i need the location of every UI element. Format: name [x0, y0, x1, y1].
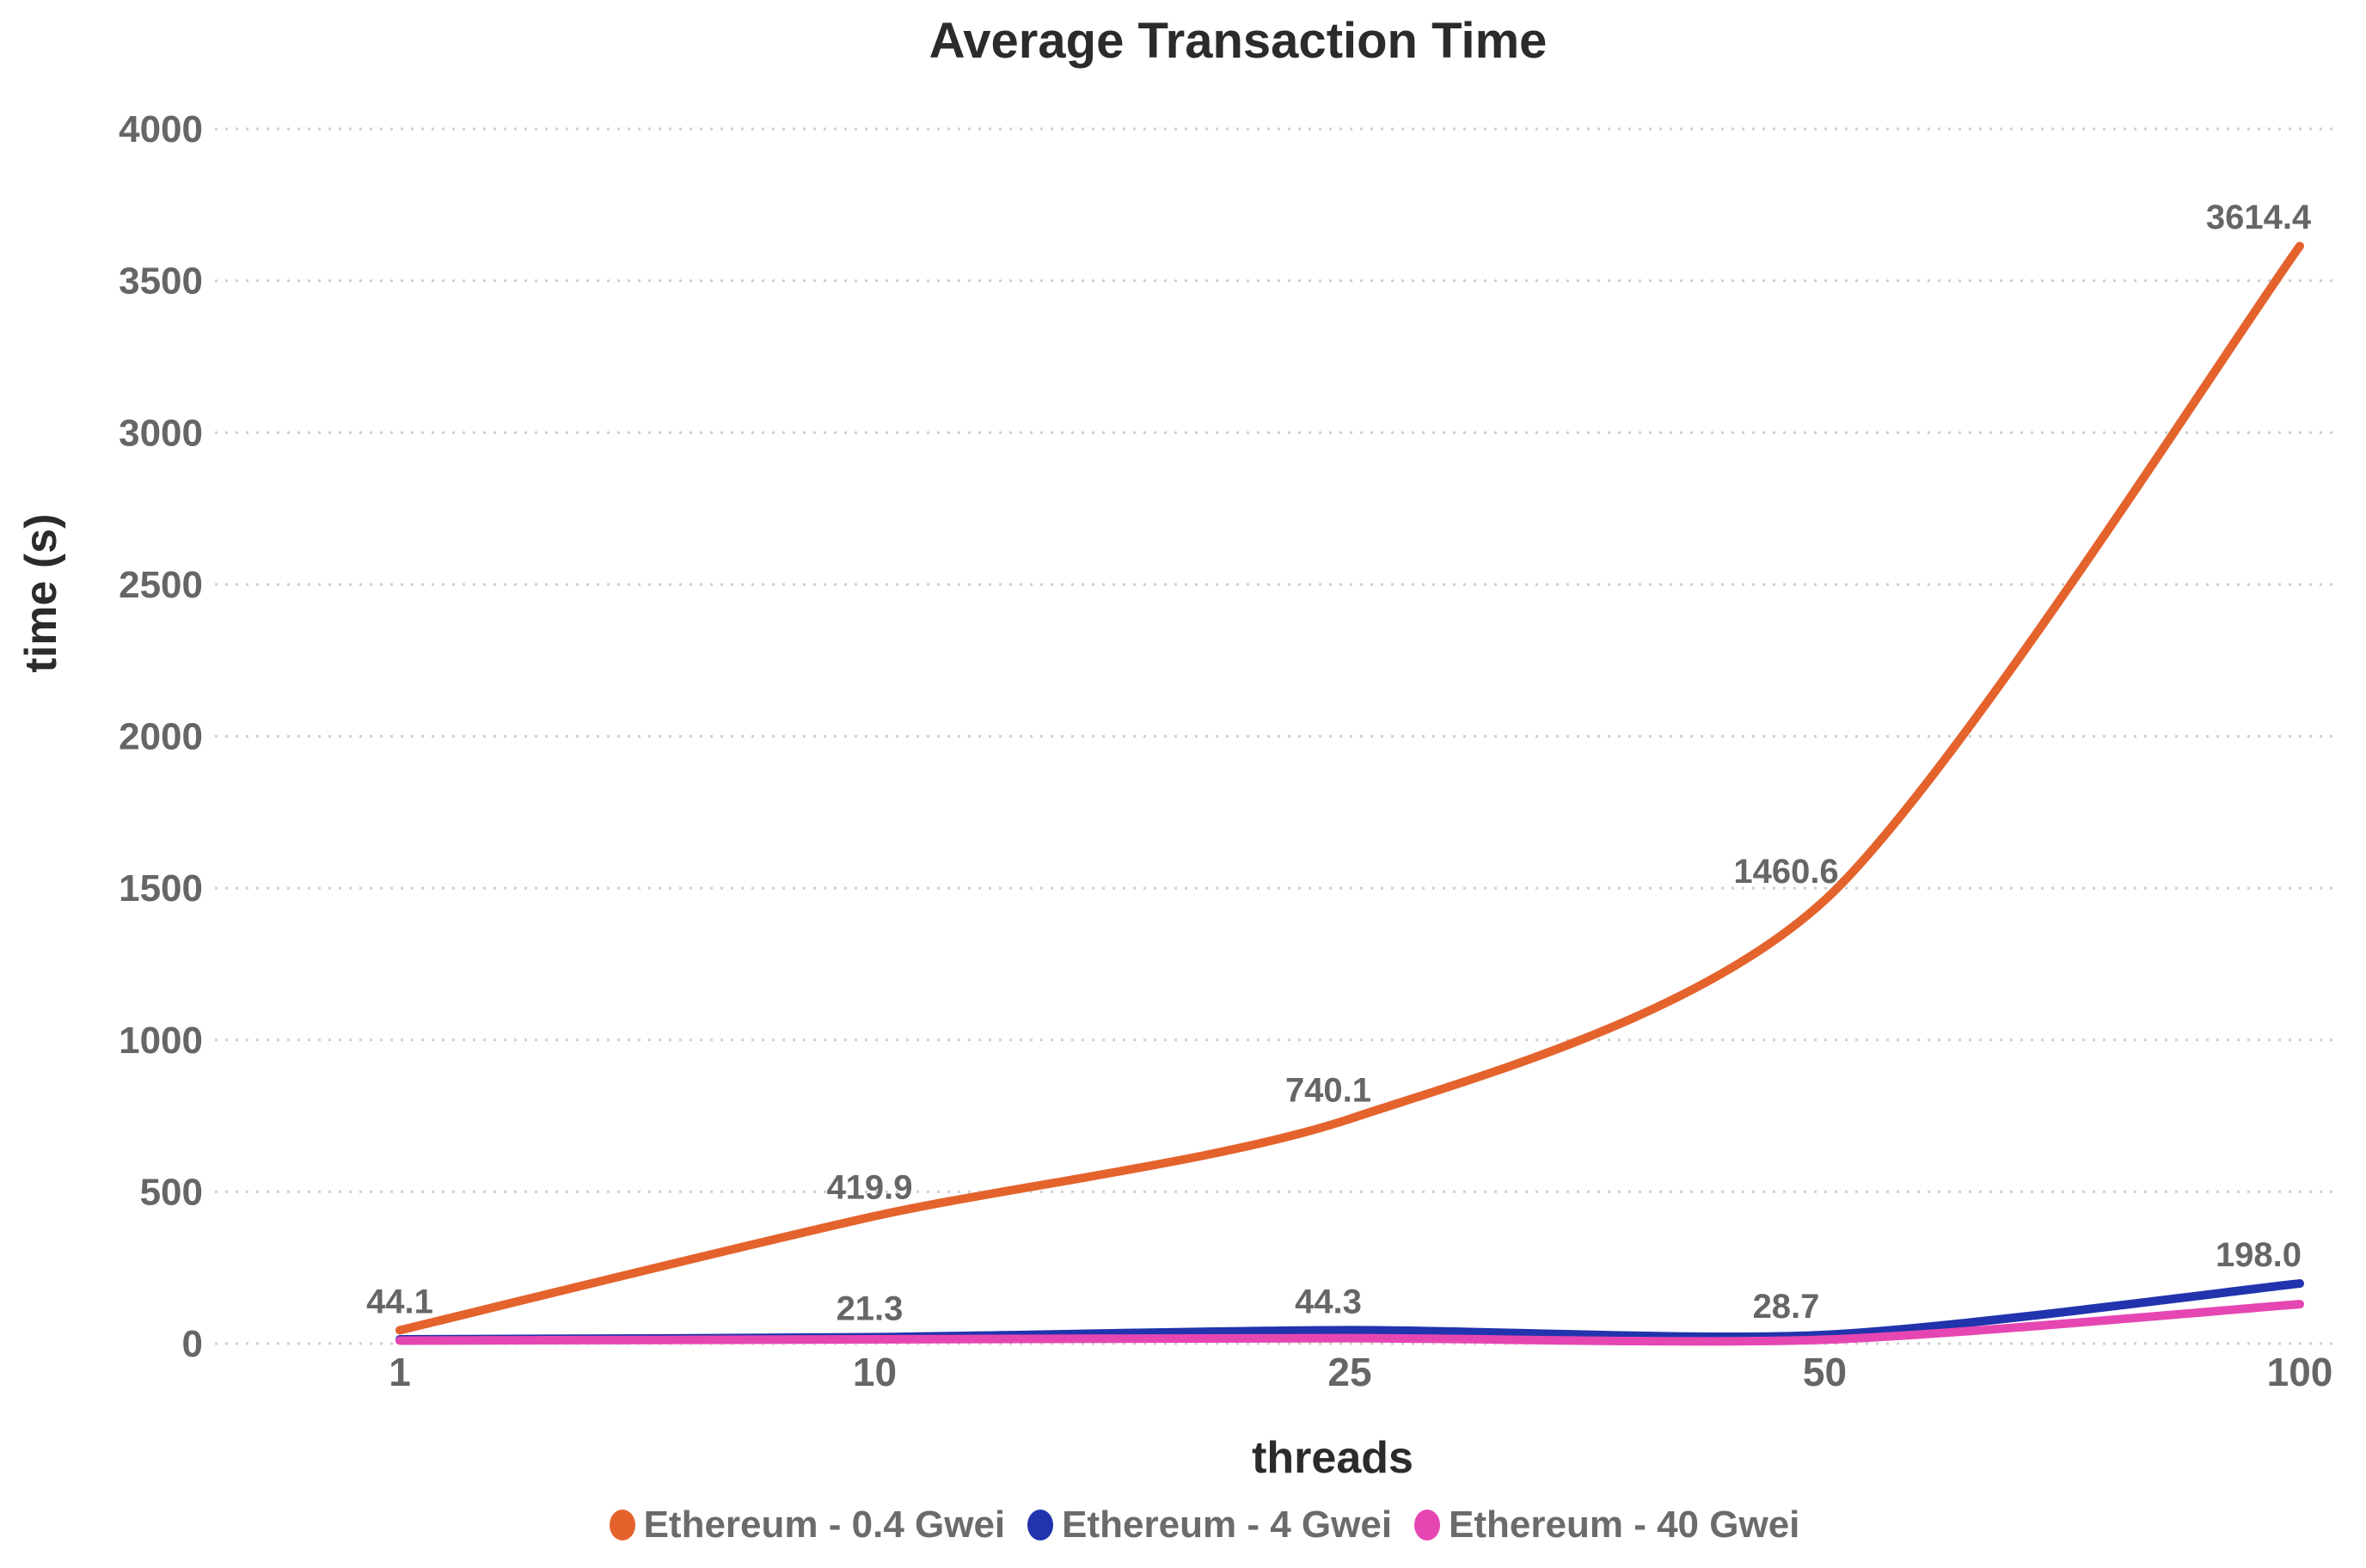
legend-item-ethereum-4-gwei[interactable]: Ethereum - 4 Gwei [1027, 1506, 1392, 1544]
data-label-series0-pt4: 3614.4 [2206, 199, 2312, 236]
legend: Ethereum - 0.4 Gwei Ethereum - 4 Gwei Ethe… [21, 1506, 2366, 1544]
series-line-2 [395, 1300, 2304, 1346]
data-label-series0-pt0: 44.1 [366, 1283, 433, 1320]
y-tick-label-500: 500 [140, 1171, 203, 1213]
y-tick-label-0: 0 [182, 1323, 203, 1365]
x-tick-label-10: 10 [853, 1350, 897, 1394]
legend-marker-icon [1414, 1510, 1441, 1540]
legend-item-ethereum-0.4-gwei[interactable]: Ethereum - 0.4 Gwei [609, 1504, 1006, 1546]
chart-title: Average Transaction Time [929, 13, 1548, 69]
x-tick-label-25: 25 [1327, 1350, 1371, 1394]
data-label-series0-pt1: 419.9 [826, 1169, 912, 1207]
data-label-series1-pt2: 44.3 [1295, 1283, 1362, 1320]
y-tick-label-3000: 3000 [119, 412, 203, 454]
data-label-series0-pt3: 1460.6 [1733, 853, 1838, 891]
legend-label: Ethereum - 4 Gwei [1062, 1504, 1393, 1546]
x-tick-label-100: 100 [2267, 1350, 2333, 1394]
legend-item-ethereum-40-gwei[interactable]: Ethereum - 40 Gwei [1414, 1506, 1799, 1544]
y-tick-label-1500: 1500 [119, 867, 203, 910]
y-tick-label-2000: 2000 [119, 716, 203, 758]
data-label-series1-pt4: 198.0 [2216, 1236, 2302, 1274]
data-label-series0-pt2: 740.1 [1285, 1072, 1371, 1110]
x-tick-label-50: 50 [1803, 1350, 1847, 1394]
y-tick-label-1000: 1000 [119, 1020, 203, 1062]
x-tick-label-1: 1 [389, 1350, 411, 1394]
y-tick-label-3500: 3500 [119, 260, 203, 303]
legend-label: Ethereum - 0.4 Gwei [643, 1504, 1006, 1546]
x-axis-title: threads [1252, 1433, 1413, 1483]
legend-marker-icon [609, 1510, 635, 1540]
legend-label: Ethereum - 40 Gwei [1449, 1504, 1800, 1546]
data-label-series1-pt1: 21.3 [837, 1289, 904, 1327]
data-label-series1-pt3: 28.7 [1753, 1288, 1820, 1326]
y-tick-label-2500: 2500 [119, 564, 203, 606]
y-tick-label-4000: 4000 [119, 108, 203, 150]
series-line-0 [395, 242, 2304, 1335]
legend-marker-icon [1027, 1510, 1054, 1540]
